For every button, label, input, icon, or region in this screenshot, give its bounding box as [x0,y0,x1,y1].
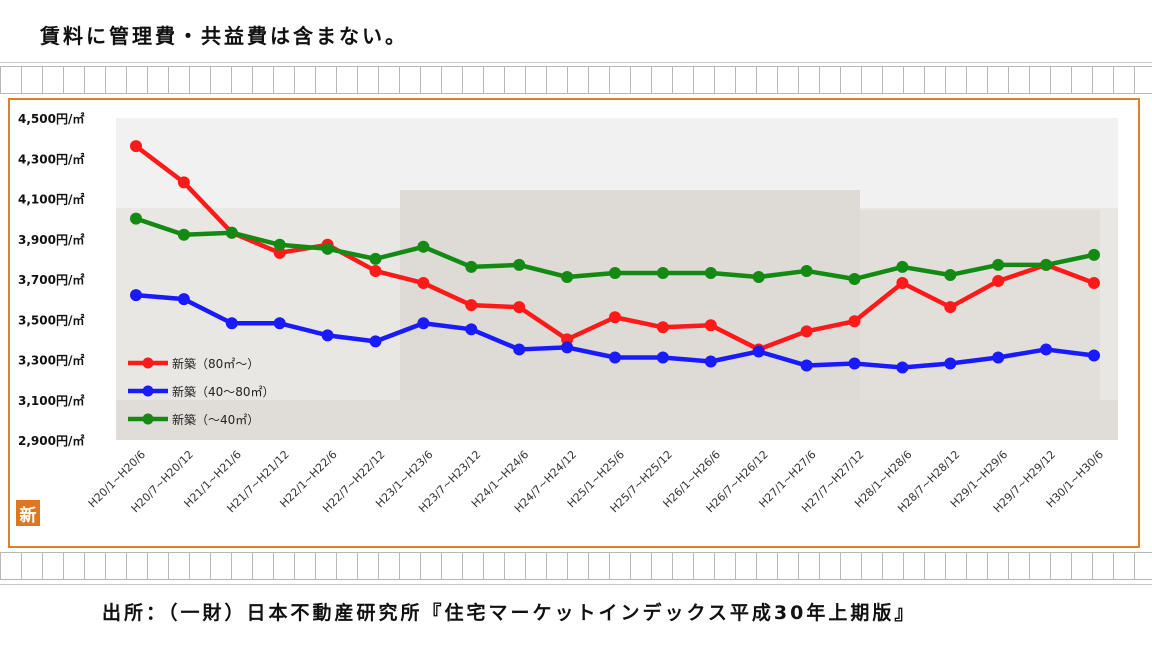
data-point-2 [752,270,765,283]
data-point-1 [704,355,717,368]
y-tick-label: 3,900円/㎡ [18,232,84,247]
data-point-0 [130,140,142,153]
legend-label-2: 新築（～40㎡） [172,412,259,427]
data-point-2 [944,268,957,281]
data-point-1 [465,323,478,336]
data-point-2 [273,238,286,251]
new-construction-badge-icon: 新 [16,500,40,526]
data-point-1 [513,343,526,356]
divider-line [0,62,1152,63]
data-point-1 [896,361,909,374]
data-point-1 [609,351,621,364]
legend-marker-0 [142,357,154,369]
data-point-1 [130,289,142,302]
data-point-0 [1088,277,1100,290]
data-point-1 [561,341,574,354]
y-tick-label: 3,700円/㎡ [18,272,84,287]
data-point-2 [177,228,190,241]
data-point-0 [656,321,669,334]
data-point-2 [848,273,861,285]
data-point-2 [465,260,478,273]
data-point-2 [1088,248,1100,261]
data-point-1 [848,357,861,370]
data-point-2 [609,266,621,279]
data-point-2 [800,264,813,277]
data-point-1 [321,329,334,342]
data-point-0 [800,325,813,338]
data-point-2 [513,258,526,271]
y-tick-label: 2,900円/㎡ [18,433,84,448]
data-point-2 [992,258,1005,271]
data-point-0 [417,277,430,290]
data-point-1 [273,317,286,330]
legend-label-0: 新築（80㎡～） [172,356,259,371]
data-point-1 [992,351,1005,364]
legend-label-1: 新築（40～80㎡） [172,384,275,399]
grid-strip-bottom [0,552,1152,580]
data-point-1 [800,359,813,372]
data-point-0 [992,275,1005,288]
y-tick-label: 4,100円/㎡ [18,192,84,207]
y-tick-label: 3,300円/㎡ [18,353,84,368]
data-point-2 [656,266,669,279]
y-tick-label: 3,100円/㎡ [18,393,84,408]
data-point-2 [1040,258,1053,271]
data-point-0 [609,311,621,324]
data-point-1 [656,351,669,364]
rent-note: 賃料に管理費・共益費は含まない。 [40,24,408,48]
data-point-0 [848,315,861,328]
data-point-2 [225,226,238,239]
data-point-1 [417,317,430,330]
legend-marker-2 [142,413,154,425]
data-point-0 [513,301,526,314]
data-point-2 [369,252,382,265]
data-point-1 [177,293,190,306]
data-point-2 [321,242,334,255]
data-point-1 [1040,343,1053,356]
data-point-1 [1088,349,1100,362]
data-point-1 [369,335,382,348]
legend-marker-1 [142,385,154,397]
data-point-2 [896,260,909,273]
y-tick-label: 3,500円/㎡ [18,312,84,327]
data-point-2 [704,266,717,279]
data-point-0 [896,277,909,290]
y-tick-label: 4,500円/㎡ [18,111,84,126]
plot-backdrop-building [860,210,1100,410]
grid-strip-top [0,66,1152,94]
data-point-2 [561,270,574,283]
data-point-0 [704,319,717,332]
data-point-1 [944,357,957,370]
divider-line [0,584,1152,585]
data-point-0 [369,264,382,277]
data-point-0 [944,301,957,314]
source-citation: 出所：（一財）日本不動産研究所『住宅マーケットインデックス平成30年上期版』 [102,602,917,624]
data-point-1 [752,345,765,358]
data-point-0 [177,176,190,189]
data-point-0 [465,299,478,312]
y-tick-label: 4,300円/㎡ [18,151,84,166]
data-point-2 [130,212,142,225]
plot-backdrop-ground [116,400,1118,440]
data-point-1 [225,317,238,330]
data-point-2 [417,240,430,253]
